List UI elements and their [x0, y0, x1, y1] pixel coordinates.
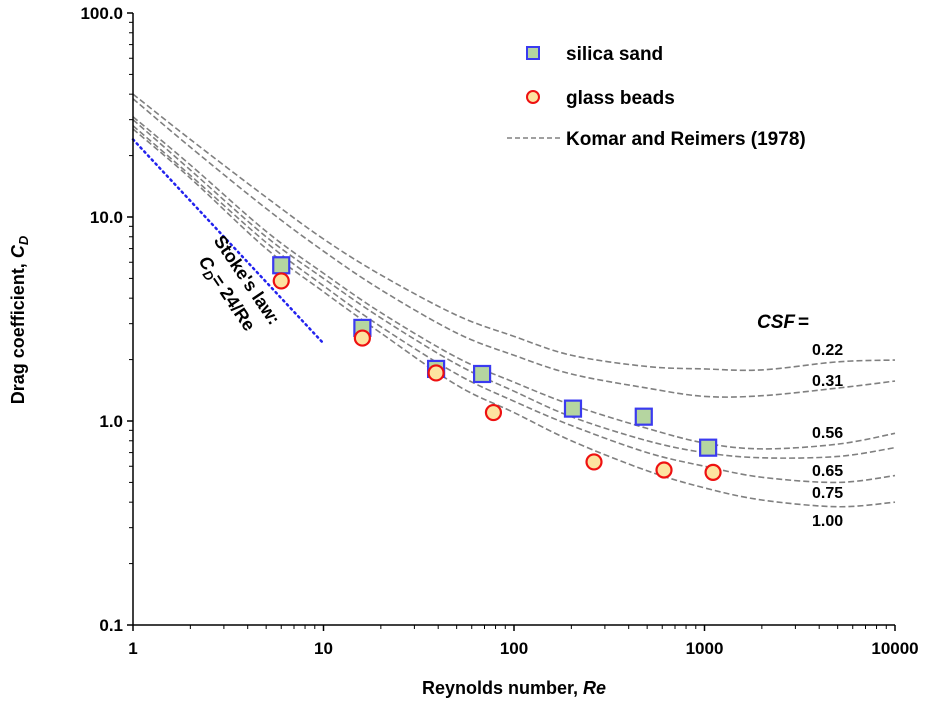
glass-beads-point: [272, 272, 290, 290]
csf-curve-0.31: [132, 98, 896, 398]
glass-beads-point: [655, 461, 673, 479]
legend-label-glass-beads: glass beads: [566, 88, 675, 109]
csf-curve-0.56: [132, 116, 896, 450]
x-axis-title: Reynolds number, Re: [422, 678, 606, 698]
y-tick-label: 0.1: [99, 616, 123, 635]
csf-label-0.65: 0.65: [812, 463, 843, 480]
csf-label-0.56: 0.56: [812, 425, 843, 442]
csf-label-0.22: 0.22: [812, 342, 843, 359]
y-tick-label: 10.0: [90, 208, 123, 227]
glass-beads-point: [353, 329, 371, 347]
glass-beads-point: [704, 463, 722, 481]
legend-label-silica-sand: silica sand: [566, 44, 663, 65]
csf-label-1.00: 1.00: [812, 513, 843, 530]
x-tick-label: 10000: [871, 639, 918, 658]
stokes-law-line: [131, 138, 325, 345]
glass-beads-point: [427, 364, 445, 382]
silica-sand-point: [634, 407, 653, 426]
silica-sand-point: [699, 438, 718, 457]
csf-curve-1.00: [132, 128, 896, 508]
x-tick-label: 100: [500, 639, 528, 658]
silica-sand-point: [563, 399, 583, 418]
silica-sand-point: [472, 364, 492, 384]
legend: silica sand glass beads Komar and Reimer…: [507, 44, 806, 150]
stokes-annotation: Stoke's law: CD= 24/Re: [195, 232, 284, 335]
x-tick-label: 10: [314, 639, 333, 658]
csf-title: CSF =: [757, 312, 809, 333]
y-tick-label: 100.0: [80, 4, 123, 23]
csf-label-0.75: 0.75: [812, 485, 843, 502]
legend-marker-silica-sand: [526, 46, 540, 60]
y-tick-label: 1.0: [99, 412, 123, 431]
komar-reimers-curves: [132, 93, 896, 508]
glass-beads-point: [585, 453, 603, 471]
csf-label-0.31: 0.31: [812, 373, 843, 390]
csf-curve-0.22: [132, 93, 896, 372]
csf-curve-0.75: [132, 125, 896, 484]
legend-marker-glass-beads: [526, 90, 540, 104]
x-tick-label: 1: [128, 639, 137, 658]
x-tick-label: 1000: [686, 639, 724, 658]
csf-curve-0.65: [132, 119, 896, 459]
data-points: [272, 256, 722, 481]
legend-label-komar: Komar and Reimers (1978): [566, 129, 806, 150]
silica-sand-point: [272, 256, 291, 275]
y-axis-title: Drag coefficient, CD: [8, 235, 31, 404]
csf-labels: 0.22 0.31 0.56 0.65 0.75 1.00: [812, 342, 843, 530]
glass-beads-point: [484, 403, 503, 422]
